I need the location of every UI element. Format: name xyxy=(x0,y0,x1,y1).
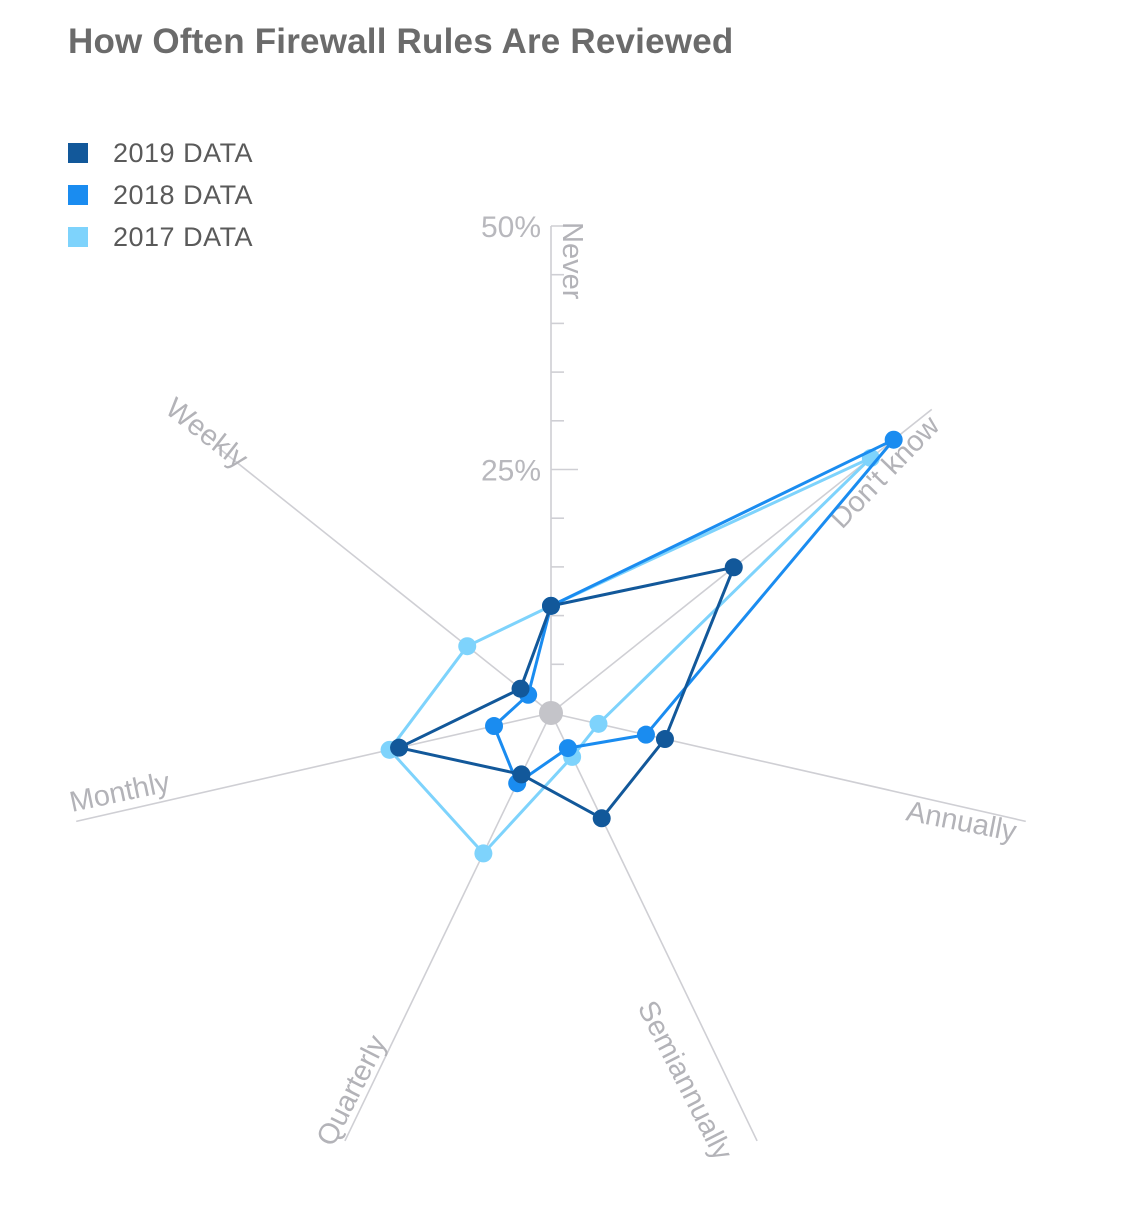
data-point-2019-data-semiannually xyxy=(592,809,611,828)
category-label-weekly: Weekly xyxy=(159,392,254,476)
legend-label-2017: 2017 DATA xyxy=(113,221,254,252)
category-label-annually: Annually xyxy=(904,795,1020,848)
data-point-2019-data-annually xyxy=(655,730,674,749)
data-point-2018-data-semiannually xyxy=(558,739,577,758)
tick-label-50: 50% xyxy=(481,211,541,244)
data-point-2019-data-never xyxy=(542,596,560,615)
legend-swatch-2019 xyxy=(68,143,88,163)
center-dot xyxy=(539,701,563,725)
category-label-semiannually: Semiannually xyxy=(631,996,739,1166)
data-point-2018-data-monthly xyxy=(485,717,504,736)
data-point-2019-data-monthly xyxy=(390,738,409,757)
axis-semiannually xyxy=(550,712,758,1142)
tick-label-25: 25% xyxy=(481,455,541,488)
series-line-2017-data xyxy=(388,456,873,855)
legend-swatch-2017 xyxy=(68,227,88,247)
data-point-2018-data-don-t-know xyxy=(884,430,903,449)
ticks-layer: 25% 50% xyxy=(481,211,578,666)
series-line-2019-data xyxy=(397,565,736,820)
axes-layer xyxy=(76,226,1026,1142)
legend-label-2018: 2018 DATA xyxy=(113,179,254,210)
data-point-2019-data-weekly xyxy=(511,679,530,698)
legend-label-2019: 2019 DATA xyxy=(113,137,254,168)
chart-title: How Often Firewall Rules Are Reviewed xyxy=(68,22,734,61)
data-point-2019-data-don-t-know xyxy=(724,558,743,577)
series-layer xyxy=(380,430,903,863)
axis-annually xyxy=(550,712,1026,823)
category-label-never: Never xyxy=(556,222,588,300)
legend: 2019 DATA 2018 DATA 2017 DATA xyxy=(68,132,253,258)
data-point-2018-data-annually xyxy=(636,725,655,744)
legend-item-2017: 2017 DATA xyxy=(68,216,253,258)
axis-monthly xyxy=(76,712,552,823)
data-point-2017-data-quarterly xyxy=(474,844,493,863)
legend-item-2018: 2018 DATA xyxy=(68,174,253,216)
data-point-2019-data-quarterly xyxy=(512,765,531,784)
axis-weekly xyxy=(218,447,552,714)
legend-swatch-2018 xyxy=(68,185,88,205)
data-point-2017-data-annually xyxy=(589,714,608,733)
legend-item-2019: 2019 DATA xyxy=(68,132,253,174)
series-2019-data xyxy=(390,558,743,828)
category-label-quarterly: Quarterly xyxy=(311,1030,394,1151)
data-point-2017-data-weekly xyxy=(458,637,477,656)
